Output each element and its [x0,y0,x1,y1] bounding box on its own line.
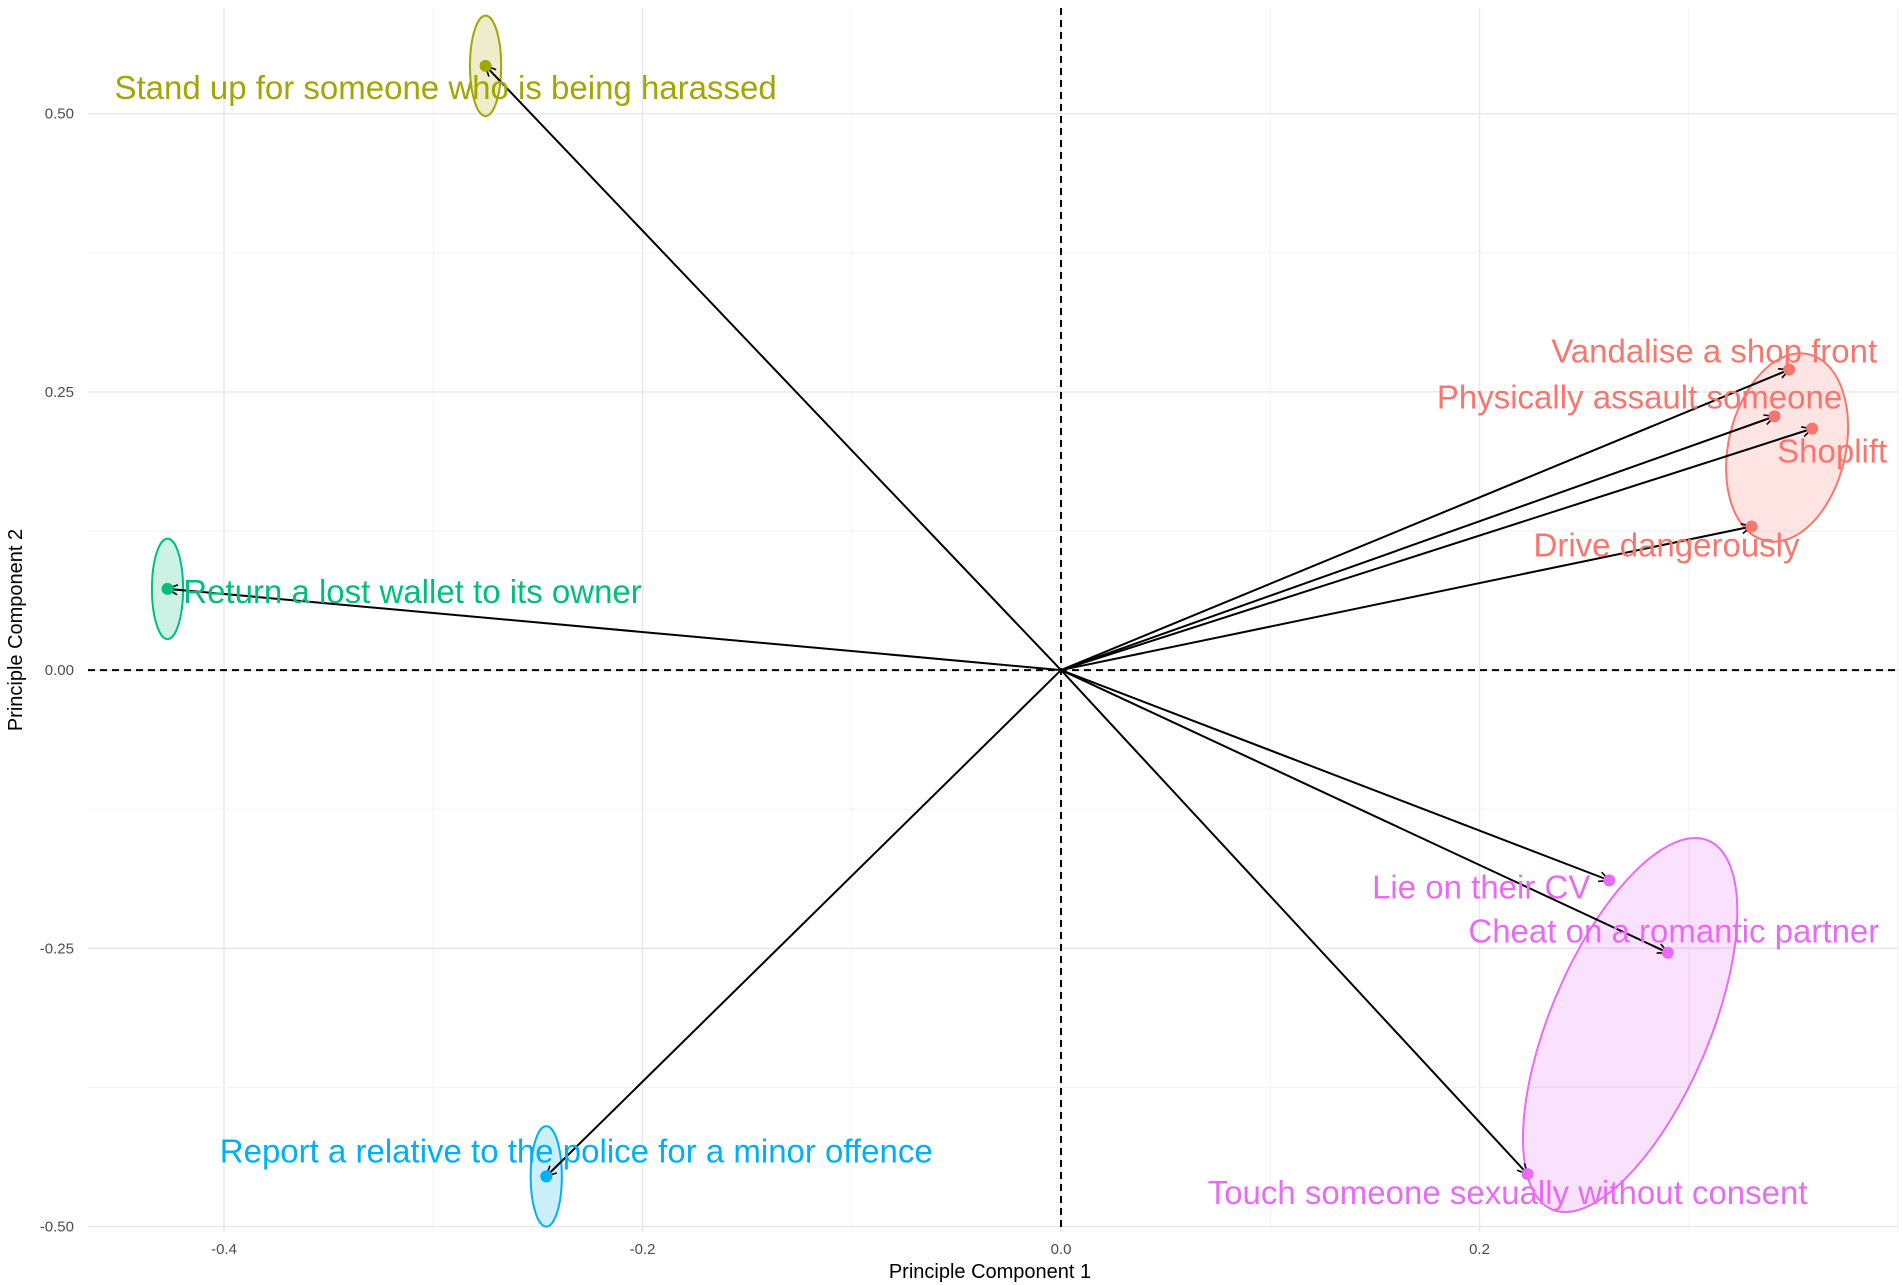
loading-arrow [1060,429,1812,672]
y-tick-label: -0.25 [40,940,74,957]
loading-arrow [1060,416,1775,672]
x-tick-label: 0.2 [1469,1241,1490,1258]
point-labels: Vandalise a shop front Physically assault… [114,69,1887,1211]
data-point [1603,874,1616,887]
loading-arrow [546,669,1062,1176]
y-axis-ticks: -0.50 -0.25 0.00 0.25 0.50 [40,106,74,1236]
loading-arrow [486,66,1062,671]
point-label: Lie on their CV [1372,868,1590,905]
data-point [1521,1168,1534,1181]
point-label: Vandalise a shop front [1551,333,1877,370]
data-point [540,1170,553,1183]
point-label: Return a lost wallet to its owner [183,573,642,610]
loading-arrow [1060,370,1789,671]
group-ellipse [1725,352,1850,543]
x-tick-label: -0.2 [630,1241,656,1258]
data-points [161,59,1819,1183]
group-ellipses [150,14,1850,1228]
y-tick-label: 0.00 [45,662,74,679]
point-label: Report a relative to the police for a mi… [220,1132,933,1169]
group-ellipse [1522,837,1739,1214]
data-point [1783,363,1796,376]
y-tick-label: 0.50 [45,106,74,123]
point-label: Cheat on a romantic partner [1468,913,1879,950]
point-label: Physically assault someone [1437,378,1842,415]
x-tick-label: -0.4 [211,1241,237,1258]
x-axis-title: Principle Component 1 [889,1261,1091,1283]
data-point [1661,946,1674,959]
data-point [479,59,492,72]
point-label: Shoplift [1777,433,1887,470]
loading-arrow [168,589,1062,672]
loading-arrow [1060,669,1528,1174]
loading-arrow [1060,527,1752,672]
reference-lines [88,8,1898,1232]
loading-arrows [168,66,1813,1177]
y-tick-label: 0.25 [45,384,74,401]
data-point [161,582,174,595]
data-point [1768,410,1781,423]
loading-arrow [1060,669,1609,880]
y-tick-label: -0.50 [40,1218,74,1235]
data-point [1745,520,1758,533]
point-label: Drive dangerously [1534,527,1800,564]
point-label: Stand up for someone who is being harass… [114,69,776,106]
loading-arrow [1060,669,1668,953]
x-axis-ticks: -0.4 -0.2 0.0 0.2 [211,1241,1490,1258]
x-tick-label: 0.0 [1051,1241,1072,1258]
point-label: Touch someone sexually without consent [1208,1174,1808,1211]
data-point [1806,422,1819,435]
y-axis-title: Principle Component 2 [5,529,27,731]
